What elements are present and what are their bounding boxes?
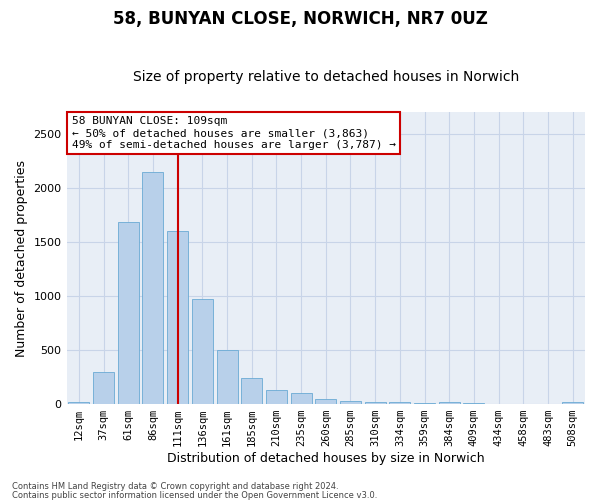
Bar: [463, 403, 484, 404]
Bar: [266, 390, 287, 404]
Y-axis label: Number of detached properties: Number of detached properties: [15, 160, 28, 356]
Bar: [167, 231, 188, 404]
Bar: [142, 172, 163, 404]
Bar: [217, 350, 238, 404]
Title: Size of property relative to detached houses in Norwich: Size of property relative to detached ho…: [133, 70, 519, 85]
Bar: [439, 402, 460, 404]
Bar: [562, 402, 583, 404]
Bar: [192, 299, 213, 404]
Bar: [118, 222, 139, 404]
Bar: [389, 402, 410, 404]
Bar: [290, 392, 311, 404]
Text: Contains public sector information licensed under the Open Government Licence v3: Contains public sector information licen…: [12, 490, 377, 500]
Text: 58 BUNYAN CLOSE: 109sqm
← 50% of detached houses are smaller (3,863)
49% of semi: 58 BUNYAN CLOSE: 109sqm ← 50% of detache…: [72, 116, 396, 150]
Bar: [340, 401, 361, 404]
Bar: [414, 403, 435, 404]
Bar: [241, 378, 262, 404]
Bar: [68, 402, 89, 404]
Bar: [365, 402, 386, 404]
Text: 58, BUNYAN CLOSE, NORWICH, NR7 0UZ: 58, BUNYAN CLOSE, NORWICH, NR7 0UZ: [113, 10, 487, 28]
Bar: [93, 372, 114, 404]
Text: Contains HM Land Registry data © Crown copyright and database right 2024.: Contains HM Land Registry data © Crown c…: [12, 482, 338, 491]
X-axis label: Distribution of detached houses by size in Norwich: Distribution of detached houses by size …: [167, 452, 485, 465]
Bar: [315, 399, 336, 404]
